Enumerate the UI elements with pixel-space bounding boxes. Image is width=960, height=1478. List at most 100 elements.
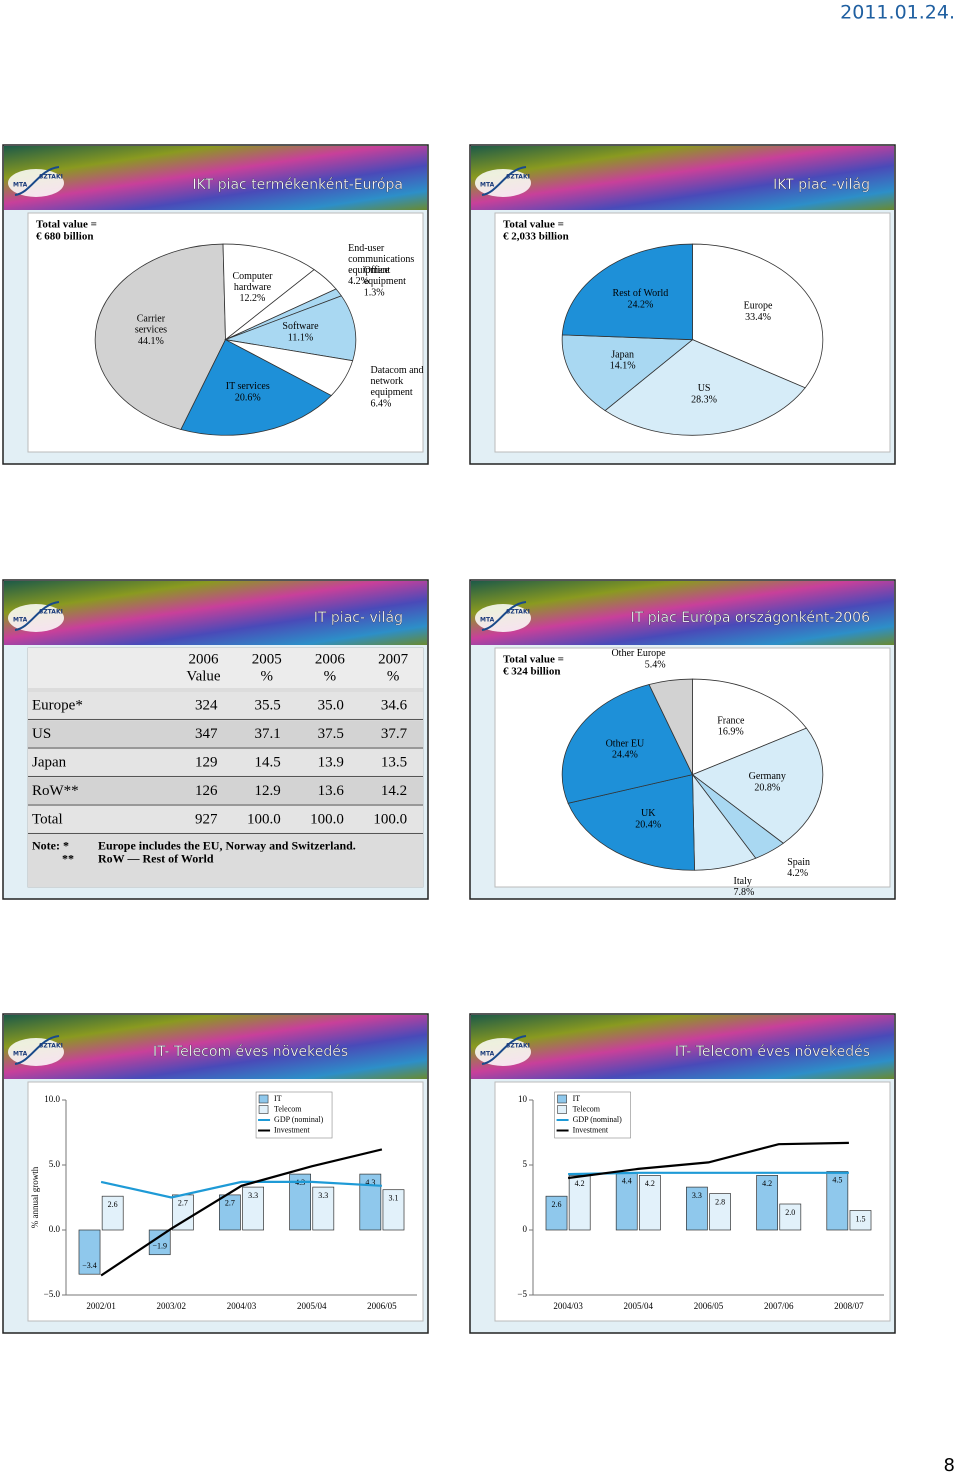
y-tick-label: 5.0	[49, 1159, 61, 1169]
slice-label: Japan	[611, 350, 634, 361]
x-tick-label: 2006/05	[367, 1301, 397, 1311]
slice-value-label: 16.9%	[718, 727, 744, 738]
slice-value-label: 20.4%	[635, 819, 661, 830]
y-tick-label: 0.0	[49, 1224, 61, 1234]
table-header: %	[260, 668, 273, 684]
bar	[639, 1175, 661, 1231]
table-cell: 35.0	[318, 698, 344, 714]
bar-value-label: 2.7	[178, 1199, 188, 1208]
slide-banner	[471, 581, 894, 645]
logo-right: SZTAKI	[39, 1043, 63, 1050]
page-number: 8	[944, 1455, 955, 1476]
slide-banner	[4, 581, 427, 645]
table-row-bg	[28, 720, 423, 747]
slice-value-label: 6.4%	[371, 398, 392, 409]
pie-slice	[691, 727, 824, 844]
date: 2011.01.24.	[840, 2, 955, 24]
table-header: 2006	[189, 651, 220, 667]
table-cell: 13.6	[318, 783, 345, 799]
slice-value-label: 33.4%	[745, 312, 771, 323]
table-cell: 324	[195, 698, 218, 714]
pie-slice	[180, 339, 332, 436]
logo-bg	[475, 604, 531, 632]
table-cell: 927	[195, 812, 218, 828]
logo-left: MTA	[480, 182, 495, 189]
table-cell: Total	[32, 812, 63, 828]
line	[567, 1141, 849, 1180]
y-tick-label: 10	[518, 1094, 528, 1104]
logo-left: MTA	[480, 1051, 495, 1058]
bar	[289, 1173, 311, 1231]
slice-value-label: 20.8%	[754, 783, 780, 794]
y-tick-label: −5	[517, 1289, 527, 1299]
logo-swoosh	[14, 166, 60, 196]
total-value: Total value =	[36, 219, 97, 231]
table-cell: 100.0	[247, 812, 281, 828]
table-cell: 100.0	[373, 812, 407, 828]
slide-banner	[471, 146, 894, 210]
slide-title: IKT piac -világ	[773, 177, 870, 193]
table-cell: 37.5	[318, 726, 344, 742]
slice-label: Software	[282, 321, 319, 332]
slice-value-label: 24.4%	[612, 750, 638, 761]
total-value: Total value =	[503, 654, 564, 666]
x-tick-label: 2008/07	[834, 1301, 864, 1311]
pie-slice	[692, 678, 808, 776]
bar-value-label: 2.6	[108, 1200, 118, 1209]
logo-right: SZTAKI	[39, 609, 63, 616]
slice-label: Europe	[744, 301, 773, 312]
logo-bg	[8, 1038, 64, 1066]
pie-slice	[692, 243, 824, 389]
table-cell: 126	[195, 783, 218, 799]
slice-label: End-user communications equipment	[348, 243, 414, 276]
bar-value-label: 4.3	[365, 1178, 375, 1187]
bar	[242, 1186, 264, 1231]
slide-title: IT piac Európa országonként-2006	[631, 610, 871, 626]
table-header: 2005	[252, 651, 282, 667]
legend-label: Investment	[274, 1125, 310, 1134]
logo-left: MTA	[13, 617, 28, 624]
pie-slice	[223, 295, 357, 362]
pie-slice	[94, 243, 226, 430]
slice-label: Spain	[787, 857, 810, 868]
y-tick-label: 0	[523, 1224, 528, 1234]
table-cell: 100.0	[310, 812, 344, 828]
table-cell: 12.9	[254, 783, 280, 799]
legend-label: Investment	[573, 1125, 609, 1134]
bar-value-label: 2.7	[225, 1199, 235, 1208]
legend-swatch	[258, 1105, 269, 1114]
y-tick-label: −5.0	[44, 1289, 61, 1299]
slice-label: Other EU	[606, 739, 645, 750]
bar-value-label: 3.3	[318, 1191, 328, 1200]
logo-bg	[475, 169, 531, 197]
bar-value-label: 2.0	[785, 1208, 795, 1217]
slice-label: Office equipment	[364, 265, 406, 287]
table-cell: 37.1	[254, 726, 280, 742]
slide-title: IT- Telecom éves növekedés	[675, 1044, 870, 1060]
logo-right: SZTAKI	[39, 174, 63, 181]
slide-banner	[4, 146, 427, 210]
legend-label: GDP (nominal)	[573, 1115, 623, 1124]
pie-slice	[561, 243, 693, 341]
table-cell: 37.7	[381, 726, 408, 742]
logo-swoosh	[14, 601, 60, 631]
slice-label: Computer hardware	[232, 271, 273, 293]
bar	[219, 1194, 241, 1231]
pie-slice	[561, 684, 694, 804]
bar-value-label: 4.2	[762, 1179, 772, 1188]
slice-value-label: 11.1%	[288, 332, 313, 343]
bar	[779, 1203, 802, 1231]
logo-left: MTA	[13, 182, 28, 189]
total-value: € 2,033 billion	[503, 231, 569, 243]
slice-label: US	[698, 383, 711, 394]
bar-value-label: 4.2	[645, 1179, 655, 1188]
total-value: € 324 billion	[503, 666, 560, 678]
legend-label: IT	[573, 1094, 581, 1103]
bar-value-label: −3.4	[82, 1261, 97, 1270]
slice-value-label: 4.2%	[348, 276, 369, 287]
table-note: Europe includes the EU, Norway and Switz…	[98, 838, 356, 852]
pie-slice	[222, 243, 315, 341]
x-tick-label: 2005/04	[297, 1301, 327, 1311]
table-cell: 13.5	[381, 755, 407, 771]
